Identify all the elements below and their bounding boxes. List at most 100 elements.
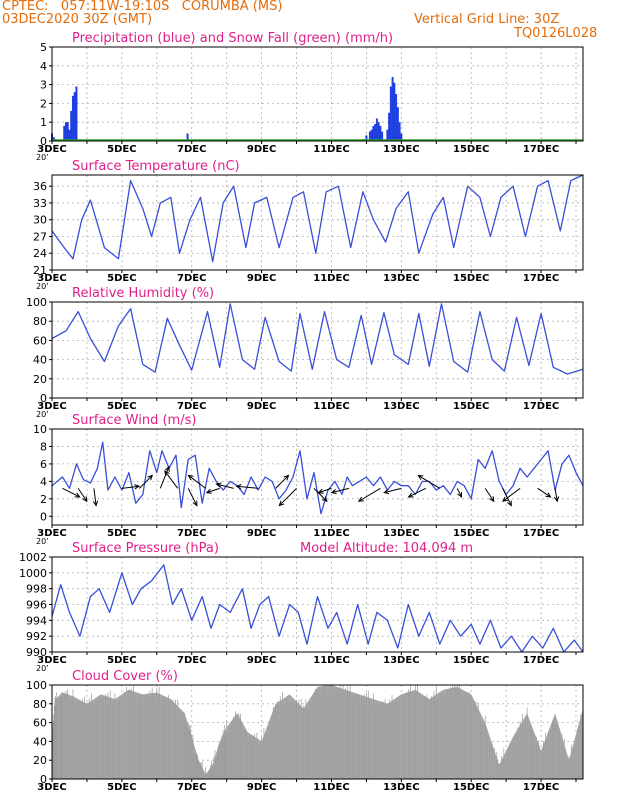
wind-arrow (188, 475, 207, 489)
wind-arrow (318, 487, 332, 494)
station-title: CPTEC: 057:11W-19:10S CORUMBA (MS) (2, 0, 283, 14)
y-tick-label: 40 (33, 354, 47, 367)
precip-bar (370, 129, 373, 141)
precip-bar (71, 95, 74, 141)
x-tick-label: 5DEC (107, 273, 136, 284)
x-tick-label: 13DEC (383, 528, 419, 539)
wind-arrow-head (283, 474, 290, 481)
y-tick-label: 80 (33, 698, 47, 711)
humidity-series-line (51, 303, 584, 375)
precip-frame (51, 46, 584, 142)
precip-bar (75, 86, 78, 141)
precip-panel: 0 1 2 3 4 5 Precipitation (blue) and Snow Fall… (36, 31, 584, 162)
x-tick-label: 15DEC (453, 144, 489, 155)
wind-arrow-head (92, 500, 99, 507)
precip-bar (52, 137, 55, 141)
wind-arrow (164, 470, 179, 489)
wind-arrow (159, 466, 170, 489)
x-tick-label: 3DEC (37, 528, 66, 539)
wind-title: Surface Wind (m/s) (72, 413, 196, 428)
y-tick-label: 998 (26, 583, 47, 596)
precip-bar (379, 125, 382, 141)
y-tick-label: 1002 (19, 551, 47, 564)
y-tick-label: 6 (40, 458, 47, 471)
x-tick-label: 5DEC (107, 782, 136, 793)
humidity-title: Relative Humidity (%) (72, 286, 214, 301)
wind-arrow (408, 487, 427, 498)
x-tick-label: 13DEC (383, 144, 419, 155)
wind-arrow (331, 487, 350, 494)
wind-arrow-head (235, 484, 242, 490)
x-tick-label: 17DEC (523, 144, 559, 155)
y-tick-label: 5 (40, 41, 47, 54)
y-tick-label: 21 (33, 264, 47, 277)
pressure-title: Surface Pressure (hPa) (72, 541, 219, 556)
x-axis-year-fragment: 20’ (36, 537, 49, 546)
wind-arrow-head (187, 474, 194, 481)
x-tick-label: 7DEC (177, 273, 206, 284)
y-tick-label: 30 (33, 214, 47, 227)
run-date: 03DEC2020 30Z (GMT) (2, 12, 153, 27)
temp-series-line (51, 174, 584, 263)
y-tick-label: 40 (33, 735, 47, 748)
x-tick-label: 15DEC (453, 655, 489, 666)
precip-bar (381, 131, 384, 141)
x-tick-label: 9DEC (247, 273, 276, 284)
wind-arrow-head (164, 470, 170, 477)
precip-bar (372, 125, 375, 141)
wind-arrow (502, 488, 512, 506)
wind-arrow (206, 487, 220, 494)
x-tick-label: 17DEC (523, 655, 559, 666)
precip-title: Precipitation (blue) and Snow Fall (gree… (72, 31, 393, 46)
wind-arrow (313, 487, 328, 502)
precip-bar (70, 110, 73, 141)
wind-arrow (236, 485, 259, 489)
wind-arrow (121, 485, 140, 489)
precip-bar (388, 112, 391, 141)
wind-arrow (554, 488, 558, 502)
wind-arrow-head (407, 492, 414, 498)
wind-arrow (216, 483, 234, 489)
y-tick-label: 100 (26, 679, 47, 692)
cloud-frame (51, 684, 584, 780)
wind-arrow (62, 487, 80, 498)
y-tick-label: 4 (40, 60, 47, 73)
wind-arrow-head (134, 484, 141, 490)
pressure-panel: 990 992 994 996 998 1000 1002 Surface Pressure … (19, 541, 584, 673)
y-tick-label: 33 (33, 197, 47, 210)
x-tick-label: 7DEC (177, 782, 206, 793)
wind-arrow (456, 488, 462, 498)
precip-bar (73, 92, 76, 141)
precip-bar (386, 129, 389, 141)
temp-panel: 21 24 27 30 33 36 Surface Temperature (nC) 3DEC… (33, 159, 584, 291)
x-tick-label: 17DEC (523, 273, 559, 284)
x-tick-label: 5DEC (107, 528, 136, 539)
pressure-subtitle: Model Altitude: 104.094 m (300, 541, 473, 556)
x-tick-label: 11DEC (313, 528, 349, 539)
x-tick-label: 11DEC (313, 782, 349, 793)
x-axis-year-fragment: 20’ (36, 664, 49, 673)
x-tick-label: 5DEC (107, 401, 136, 412)
x-tick-label: 15DEC (453, 273, 489, 284)
x-axis-year-fragment: 20’ (36, 153, 49, 162)
wind-arrow-head (357, 496, 364, 502)
wind-arrow-head (164, 465, 170, 472)
precip-bar (391, 77, 394, 141)
precip-bar (389, 86, 392, 141)
precip-bar (375, 118, 378, 141)
precip-bar (393, 82, 396, 141)
x-tick-label: 11DEC (313, 655, 349, 666)
wind-arrow-head (278, 500, 285, 507)
precip-bar (68, 129, 71, 141)
x-tick-label: 13DEC (383, 782, 419, 793)
precip-bar (63, 125, 66, 141)
wind-arrow (358, 487, 381, 502)
wind-arrow-head (489, 496, 495, 503)
wind-arrow-head (417, 474, 424, 480)
y-tick-label: 996 (26, 599, 47, 612)
precip-bar (398, 122, 401, 141)
wind-arrow (418, 475, 441, 489)
wind-arrow (537, 487, 551, 498)
x-tick-label: 5DEC (107, 655, 136, 666)
x-tick-label: 3DEC (37, 782, 66, 793)
